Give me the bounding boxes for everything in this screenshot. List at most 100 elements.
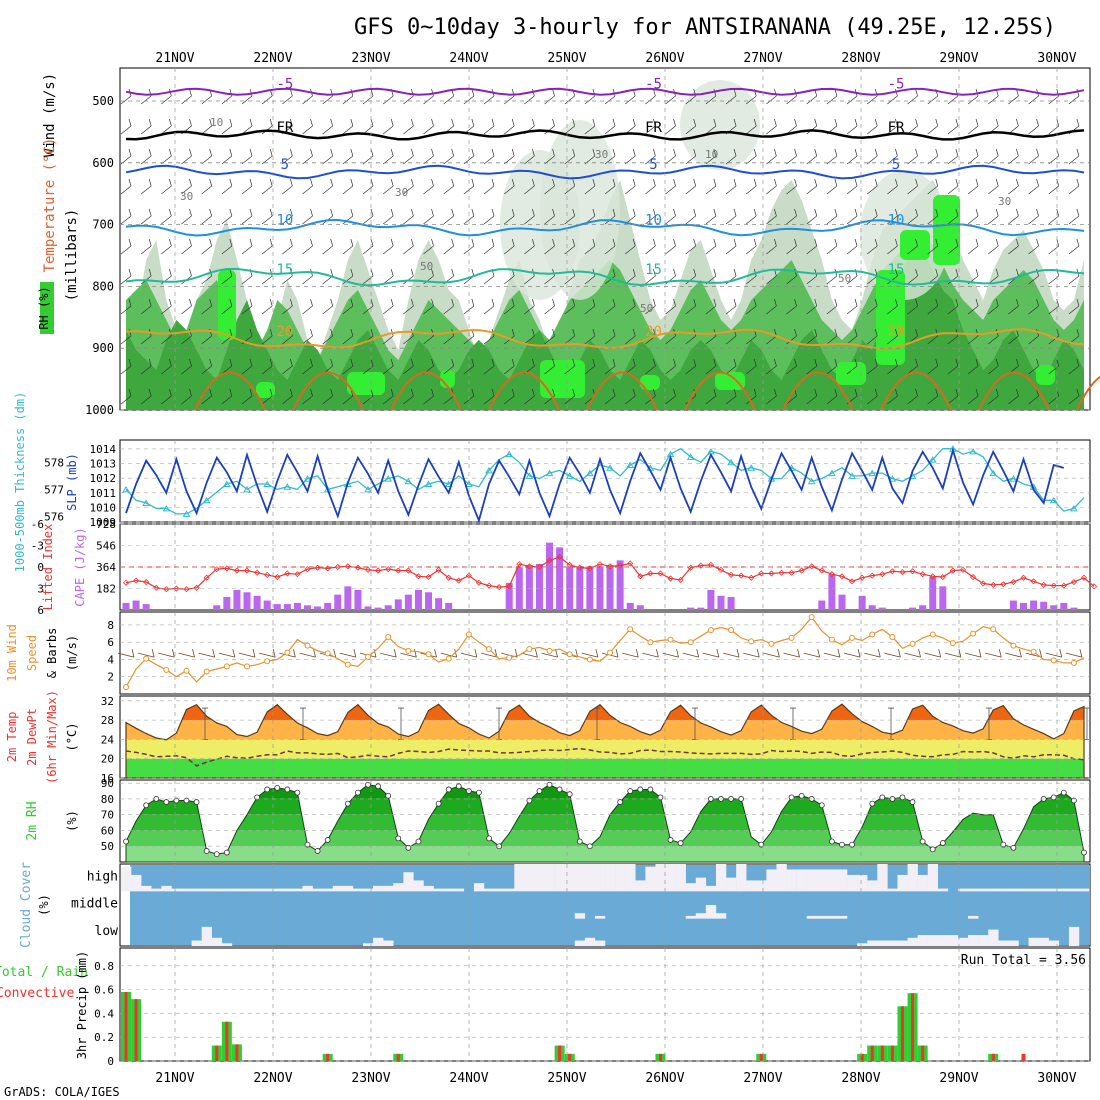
- cloud-bar-high: [1018, 888, 1029, 892]
- li-marker: [677, 576, 684, 583]
- wind-barb: [403, 178, 414, 195]
- wind-barb: [907, 178, 918, 195]
- precip-bar-rain: [568, 1053, 572, 1061]
- cape-bar: [1050, 605, 1058, 610]
- li-marker: [405, 567, 412, 574]
- wind-barb: [362, 298, 374, 315]
- wind-barb: [403, 388, 414, 405]
- wind-barb: [564, 358, 576, 375]
- wind-barb: [867, 178, 878, 195]
- precip-tick-label: 0.8: [94, 960, 114, 973]
- li-marker: [304, 566, 311, 573]
- wind-barb-10m: [380, 649, 397, 658]
- wind-speed-marker: [707, 627, 714, 634]
- wind-barb-10m: [339, 649, 357, 658]
- wind-barb: [322, 268, 334, 285]
- legend-convective: Convective: [0, 986, 74, 1001]
- wind-barb: [342, 208, 354, 225]
- cloud-bar-high: [726, 877, 737, 892]
- cloud-bar-high: [423, 885, 434, 892]
- li-marker: [475, 579, 483, 586]
- li-marker: [556, 553, 563, 561]
- wind-barb: [907, 358, 918, 375]
- cloud-bar-low: [897, 940, 908, 946]
- wind-barb: [342, 238, 354, 255]
- precip-bar-rain: [759, 1053, 763, 1061]
- thickness-marker: [969, 447, 977, 455]
- isotherm-25-bump: [684, 371, 756, 411]
- cape-bar: [293, 602, 301, 610]
- cape-bar: [1019, 602, 1027, 610]
- wind-barb: [826, 358, 838, 375]
- cape-bar: [283, 604, 291, 610]
- thickness-marker: [989, 469, 998, 477]
- cloud-bar-low: [1038, 937, 1049, 946]
- wind-speed-marker: [970, 630, 977, 637]
- cape-bar: [546, 542, 554, 610]
- wind-barb: [887, 118, 898, 135]
- axis-label-temp-3: (6hr Min/Max): [45, 690, 59, 784]
- temp-tick-label: 20: [101, 753, 114, 766]
- li-marker: [415, 573, 422, 580]
- isotherm-25-bump: [292, 371, 364, 411]
- wind-barb: [947, 148, 959, 165]
- wind-barb: [806, 328, 818, 345]
- wind-barb: [947, 298, 959, 315]
- cloud-bar-high: [544, 864, 555, 892]
- cloud-bar-low: [907, 937, 918, 946]
- rh-legend-swatch: [40, 282, 54, 334]
- wind-barb: [181, 208, 192, 225]
- rh-marker: [1081, 849, 1087, 856]
- wind-barb: [322, 238, 334, 255]
- wind-barb: [1028, 148, 1039, 165]
- wind-barb: [423, 388, 434, 405]
- wind-barb: [564, 238, 576, 255]
- wind-barb: [685, 178, 697, 195]
- isotherm-label: -5: [276, 77, 293, 93]
- cloud-bar-high: [484, 888, 495, 892]
- cloud-bar-high: [403, 872, 414, 892]
- li-marker: [435, 566, 442, 573]
- axis-label-rh: RH (%): [37, 286, 51, 329]
- wind-barb: [1068, 178, 1080, 195]
- li-marker: [717, 566, 725, 573]
- wind-barb: [967, 298, 979, 315]
- wind-barb: [604, 118, 616, 135]
- cloud-bar-high: [191, 888, 202, 892]
- li-marker: [899, 568, 906, 576]
- rh-marker: [294, 789, 301, 796]
- thickness-marker: [142, 499, 151, 506]
- wind-barb: [120, 118, 132, 135]
- wind-barb: [746, 178, 757, 195]
- wind-barb: [725, 208, 737, 225]
- axis-label-cloud-units: (%): [37, 894, 51, 916]
- temp-band: [126, 720, 1084, 740]
- thickness-marker: [807, 477, 816, 485]
- cloud-bar-high: [231, 888, 243, 892]
- cloud-bar-high: [262, 888, 273, 892]
- wind-barb: [221, 208, 233, 225]
- isotherm-FR: [125, 129, 1085, 141]
- wind-barb: [503, 328, 515, 345]
- li-marker: [243, 567, 251, 574]
- wind-barb: [181, 88, 192, 105]
- date-label-top: 27NOV: [743, 51, 782, 66]
- precip-bar-rain: [124, 992, 128, 1061]
- cape-bar: [586, 566, 594, 610]
- cloud-bar-low: [998, 940, 1009, 946]
- wind-barb-10m: [299, 649, 316, 658]
- cloud-bar-low: [363, 943, 374, 946]
- wind-tick-label: 2: [107, 671, 114, 684]
- cloud-bar-high: [312, 888, 323, 892]
- wind-barb: [1068, 388, 1080, 405]
- wind-barb: [503, 298, 515, 315]
- wind-barb: [867, 358, 878, 375]
- cloud-layer-label: high: [87, 869, 118, 884]
- thickness-tick-label: 578: [44, 456, 64, 469]
- precip-tick-label: 0: [107, 1055, 114, 1068]
- cloud-bar-high: [504, 888, 515, 892]
- wind-barb: [302, 178, 313, 195]
- wind-speed-marker: [264, 658, 271, 665]
- cloud-bar-high: [917, 874, 928, 892]
- cloud-bar-high: [968, 888, 979, 892]
